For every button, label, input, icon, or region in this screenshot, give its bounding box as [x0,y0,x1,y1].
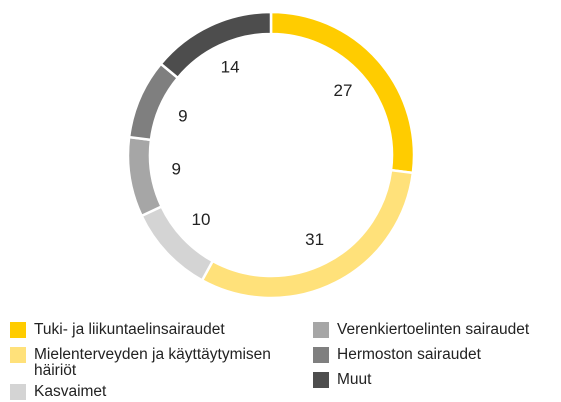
legend-swatch [10,347,26,363]
data-label: 9 [178,106,187,125]
data-label: 27 [334,81,353,100]
data-label: 31 [305,230,324,249]
legend-label: Tuki- ja liikuntaelinsairaudet [34,321,225,338]
legend-item: Kasvaimet [10,384,280,400]
legend-label: Muut [337,371,372,388]
legend-item: Tuki- ja liikuntaelinsairaudet [10,322,280,338]
legend-swatch [313,372,329,388]
legend-swatch [313,322,329,338]
legend-swatch [313,347,329,363]
data-label: 9 [171,160,180,179]
legend-swatch [10,384,26,400]
legend-label: Verenkiertoelinten sairaudet [337,321,530,338]
legend-item: Verenkiertoelinten sairaudet [313,322,561,338]
data-label: 10 [192,210,211,229]
legend-label: Hermoston sairaudet [337,346,481,363]
legend-swatch [10,322,26,338]
legend-label: Mielenterveyden ja käyttäytymisen häiriö… [34,346,271,379]
donut: 27 31 10 9 9 14 [126,10,416,300]
donut-segment [127,62,180,142]
donut-segment [159,10,273,80]
legend-item: Hermoston sairaudet [313,347,561,363]
legend-item: Mielenterveyden ja käyttäytymisen häiriö… [10,347,280,379]
donut-segment [126,135,164,218]
data-label: 14 [221,58,240,77]
legend-label: Kasvaimet [34,383,107,400]
legend-item: Muut [313,372,561,388]
